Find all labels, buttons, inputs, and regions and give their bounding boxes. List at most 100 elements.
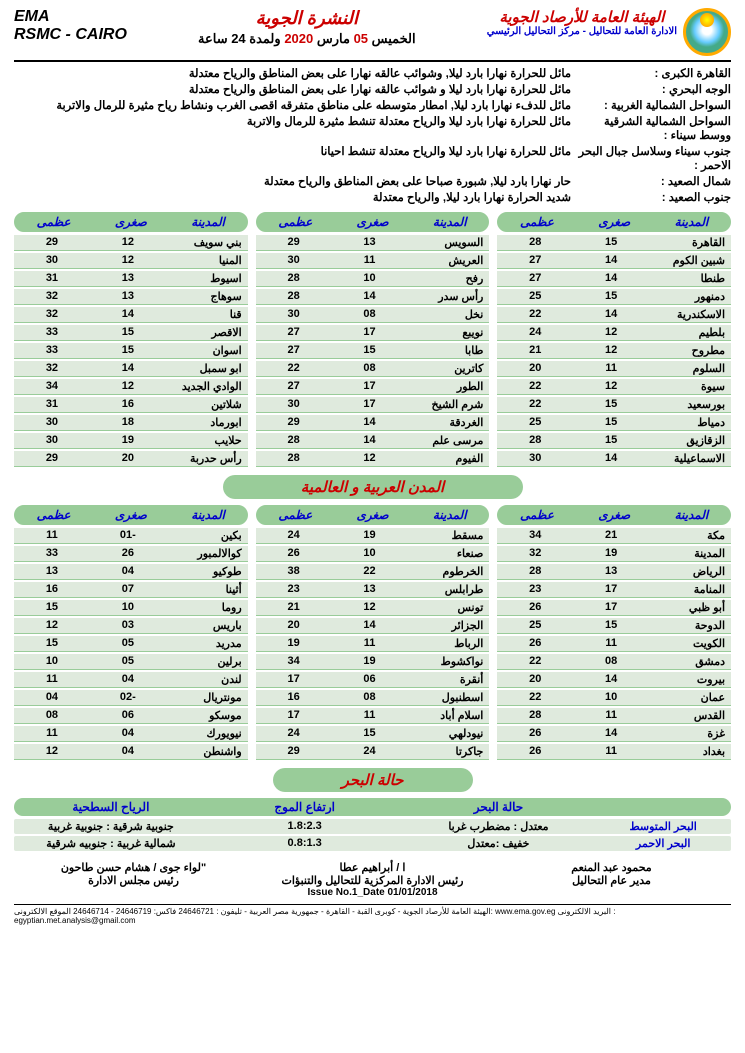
city-cell: حلايب <box>166 433 248 448</box>
min-cell: 20 <box>90 451 166 466</box>
city-cell: تونس <box>407 600 489 615</box>
min-cell: 11 <box>332 636 408 651</box>
min-cell: 06 <box>90 708 166 723</box>
max-cell: 08 <box>14 708 90 723</box>
sea-h1: حالة البحر <box>402 800 596 814</box>
city-cell: الرباط <box>407 636 489 651</box>
table-row: بكين -01 11 <box>14 528 248 544</box>
table-row: روما 10 15 <box>14 600 248 616</box>
city-cell: العريش <box>407 253 489 268</box>
table-row: موسكو 06 08 <box>14 708 248 724</box>
col-city: المدينة <box>653 508 730 522</box>
city-cell: أنقرة <box>407 672 489 687</box>
col-min: صغرى <box>334 215 411 229</box>
city-cell: صنعاء <box>407 546 489 561</box>
min-cell: 15 <box>573 618 649 633</box>
col-city: المدينة <box>653 215 730 229</box>
sea-wind: جنوبية شرقية : جنوبية غربية <box>14 820 208 833</box>
forecast-row: السواحل الشمالية الشرقية ووسط سيناء :مائ… <box>14 114 731 142</box>
date-num: 05 <box>354 31 368 46</box>
min-cell: 15 <box>573 235 649 250</box>
table-row: كوالالمبور 26 33 <box>14 546 248 562</box>
min-cell: 11 <box>573 361 649 376</box>
col-max: عظمى <box>15 215 92 229</box>
table-row: سوهاج 13 32 <box>14 289 248 305</box>
max-cell: 11 <box>14 528 90 543</box>
min-cell: 12 <box>573 379 649 394</box>
table-row: بني سويف 12 29 <box>14 235 248 251</box>
table-row: مسقط 19 24 <box>256 528 490 544</box>
min-cell: 15 <box>90 343 166 358</box>
forecast-row: جنوب الصعيد :شديد الحرارة نهارا بارد ليل… <box>14 190 731 204</box>
city-cell: شلاتين <box>166 397 248 412</box>
city-cell: بغداد <box>649 744 731 759</box>
min-cell: 14 <box>573 726 649 741</box>
min-cell: 17 <box>332 379 408 394</box>
table-row: الدوحة 15 25 <box>497 618 731 634</box>
table-row: شرم الشيخ 17 30 <box>256 397 490 413</box>
min-cell: 18 <box>90 415 166 430</box>
table-row: لندن 04 11 <box>14 672 248 688</box>
table-row: الزقازيق 15 28 <box>497 433 731 449</box>
max-cell: 21 <box>256 600 332 615</box>
min-cell: 12 <box>90 379 166 394</box>
city-cell: المنيا <box>166 253 248 268</box>
min-cell: 05 <box>90 636 166 651</box>
city-cell: الفيوم <box>407 451 489 466</box>
city-cell: الطور <box>407 379 489 394</box>
table-row: كاترين 08 22 <box>256 361 490 377</box>
min-cell: 10 <box>90 600 166 615</box>
city-cell: المنامة <box>649 582 731 597</box>
table-row: بورسعيد 15 22 <box>497 397 731 413</box>
min-cell: 10 <box>332 271 408 286</box>
max-cell: 25 <box>497 289 573 304</box>
table-row: دمشق 08 22 <box>497 654 731 670</box>
table-row: الطور 17 27 <box>256 379 490 395</box>
table-row: بغداد 11 26 <box>497 744 731 760</box>
max-cell: 26 <box>497 744 573 759</box>
min-cell: 08 <box>332 361 408 376</box>
max-cell: 29 <box>256 415 332 430</box>
max-cell: 22 <box>256 361 332 376</box>
header-org: الهيئة العامة للأرصاد الجوية الادارة الع… <box>487 8 731 56</box>
min-cell: 04 <box>90 744 166 759</box>
city-cell: باريس <box>166 618 248 633</box>
bulletin-title: النشرة الجوية <box>198 8 416 29</box>
table-row: اسيوط 13 31 <box>14 271 248 287</box>
table-row: شلاتين 16 31 <box>14 397 248 413</box>
max-cell: 24 <box>256 726 332 741</box>
city-cell: نيويورك <box>166 726 248 741</box>
min-cell: 15 <box>90 325 166 340</box>
ema-logo-icon <box>683 8 731 56</box>
min-cell: -01 <box>90 528 166 543</box>
sea-section-title: حالة البحر <box>273 768 473 792</box>
table-row: اسوان 15 33 <box>14 343 248 359</box>
table-row: المنيا 12 30 <box>14 253 248 269</box>
city-cell: طنطا <box>649 271 731 286</box>
city-cell: الجزائر <box>407 618 489 633</box>
table-row: دمنهور 15 25 <box>497 289 731 305</box>
city-cell: ابو سمبل <box>166 361 248 376</box>
sea-h3: الرياح السطحية <box>14 800 208 814</box>
table-row: تونس 12 21 <box>256 600 490 616</box>
city-cell: مرسى علم <box>407 433 489 448</box>
forecast-row: جنوب سيناء وسلاسل جبال البحر الاحمر :مائ… <box>14 144 731 172</box>
table-row: نويبع 17 27 <box>256 325 490 341</box>
min-cell: 04 <box>90 564 166 579</box>
table-header: المدينة صغرى عظمى <box>14 212 248 232</box>
sig-right-name: محمود عبد المنعم <box>492 861 731 874</box>
forecast-region: السواحل الشمالية الشرقية ووسط سيناء : <box>571 114 731 142</box>
sig-right: محمود عبد المنعم مدير عام التحاليل <box>492 861 731 898</box>
min-cell: 15 <box>332 343 408 358</box>
max-cell: 13 <box>14 564 90 579</box>
table-row: ابورماد 18 30 <box>14 415 248 431</box>
city-cell: مطروح <box>649 343 731 358</box>
max-cell: 29 <box>256 744 332 759</box>
forecast-row: القاهرة الكبرى :مائل للحرارة نهارا بارد … <box>14 66 731 80</box>
max-cell: 20 <box>497 672 573 687</box>
max-cell: 22 <box>497 307 573 322</box>
year-label: 2020 <box>284 31 313 46</box>
city-cell: الاقصر <box>166 325 248 340</box>
table-row: حلايب 19 30 <box>14 433 248 449</box>
city-cell: القدس <box>649 708 731 723</box>
